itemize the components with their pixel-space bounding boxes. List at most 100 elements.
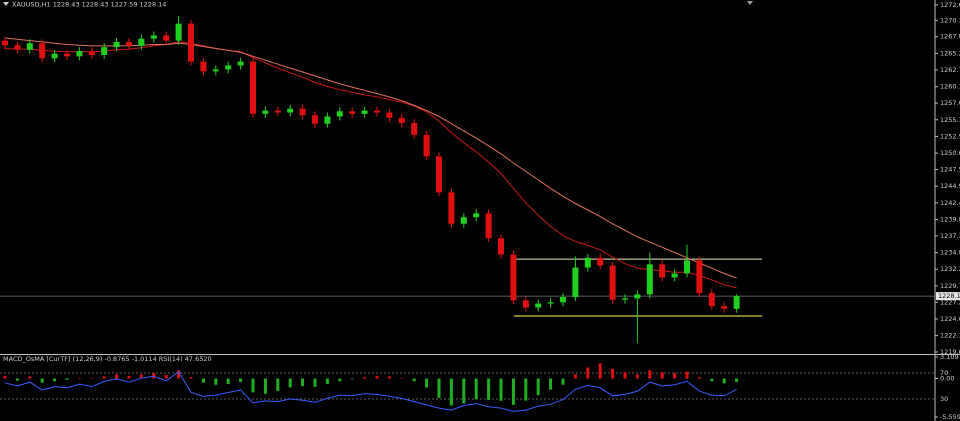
osma-bar bbox=[412, 378, 416, 382]
y-tick-label: 0.00 bbox=[940, 375, 954, 383]
osma-bar bbox=[338, 378, 342, 382]
candle-body bbox=[485, 213, 492, 239]
osma-bar bbox=[586, 367, 590, 379]
osma-bar bbox=[561, 378, 565, 385]
osma-bar bbox=[65, 378, 69, 380]
osma-bar bbox=[635, 374, 639, 379]
osma-bar bbox=[697, 377, 701, 379]
candle-body bbox=[212, 69, 219, 72]
osma-bar bbox=[400, 377, 404, 379]
candle-body bbox=[622, 298, 628, 300]
osma-bar bbox=[239, 378, 243, 382]
osma-bar bbox=[735, 378, 739, 382]
osma-bar bbox=[301, 378, 305, 387]
y-tick-label: 1224.65 bbox=[940, 315, 960, 323]
y-tick-label: 1252.55 bbox=[940, 132, 960, 140]
candle-body bbox=[274, 110, 281, 113]
y-tick-label: 3.109 bbox=[940, 353, 959, 361]
candle-body bbox=[76, 51, 83, 57]
candle-body bbox=[175, 23, 182, 41]
osma-bar bbox=[449, 378, 453, 406]
osma-bar bbox=[710, 378, 714, 382]
osma-bar bbox=[462, 378, 466, 404]
candle-body bbox=[460, 217, 467, 224]
candle-body bbox=[374, 110, 380, 113]
osma-bar bbox=[673, 372, 677, 379]
osma-bar bbox=[152, 372, 156, 379]
y-tick-label: 1265.25 bbox=[940, 49, 960, 57]
osma-bar bbox=[623, 372, 627, 379]
candle-body bbox=[287, 108, 294, 113]
candle-body bbox=[113, 41, 120, 48]
osma-bar bbox=[487, 378, 491, 400]
osma-bar bbox=[722, 378, 726, 384]
osma-bar bbox=[15, 378, 19, 381]
last-price-label: 1228.14 bbox=[938, 292, 960, 300]
candle-body bbox=[349, 111, 356, 114]
osma-bar bbox=[660, 372, 664, 379]
y-tick-label: 1222.10 bbox=[940, 332, 960, 340]
candle-body bbox=[250, 61, 256, 114]
osma-bar bbox=[189, 377, 193, 379]
osma-bar bbox=[598, 363, 602, 379]
candle-body bbox=[237, 61, 244, 66]
candle-body bbox=[584, 257, 591, 268]
osma-bar bbox=[40, 378, 44, 383]
candle-body bbox=[361, 110, 368, 114]
osma-bar bbox=[536, 378, 540, 396]
candle-body bbox=[324, 116, 331, 124]
y-tick-label: 1257.65 bbox=[940, 99, 960, 107]
osma-bar bbox=[325, 378, 329, 385]
osma-bar bbox=[375, 375, 379, 379]
candle-body bbox=[2, 40, 8, 46]
y-tick-label: 1267.80 bbox=[940, 33, 960, 41]
osma-bar bbox=[90, 378, 94, 380]
candle-body bbox=[473, 213, 480, 218]
y-tick-label: 1239.85 bbox=[940, 216, 960, 224]
osma-bar bbox=[288, 378, 292, 388]
y-tick-label: 1255.10 bbox=[940, 116, 960, 124]
candle-body bbox=[659, 264, 666, 278]
osma-bar bbox=[3, 375, 7, 379]
candle-body bbox=[398, 117, 405, 124]
candle-body bbox=[535, 303, 542, 308]
osma-bar bbox=[53, 378, 57, 382]
chart-title: XAUUSD,H1 1228.43 1228.43 1227.59 1228.1… bbox=[12, 1, 166, 9]
candle-body bbox=[733, 296, 740, 309]
osma-bar bbox=[511, 378, 515, 405]
y-tick-label: 1229.70 bbox=[940, 282, 960, 290]
y-tick-label: 1247.50 bbox=[940, 165, 960, 173]
candle-body bbox=[150, 35, 157, 39]
candle-body bbox=[696, 260, 703, 294]
y-tick-label: -5.559 bbox=[940, 413, 960, 421]
candle-body bbox=[200, 61, 207, 72]
osma-bar bbox=[363, 377, 367, 379]
moving-average bbox=[4, 41, 737, 289]
y2-tick-label: 70 bbox=[940, 369, 948, 377]
candle-body bbox=[609, 265, 616, 300]
candle-body bbox=[14, 45, 21, 50]
candle-body bbox=[708, 293, 715, 307]
osma-bar bbox=[474, 378, 478, 400]
y-tick-label: 1234.80 bbox=[940, 249, 960, 257]
osma-bar bbox=[77, 377, 81, 379]
candle-body bbox=[88, 51, 95, 56]
candle-body bbox=[671, 273, 678, 278]
candle-body bbox=[547, 302, 554, 304]
osma-bar bbox=[201, 378, 205, 383]
shift-marker bbox=[747, 1, 753, 5]
osma-bar bbox=[214, 378, 218, 385]
candle-body bbox=[684, 260, 690, 274]
candle-body bbox=[572, 267, 579, 298]
candle-body bbox=[262, 110, 269, 114]
menu-arrow[interactable] bbox=[3, 2, 9, 6]
candle-body bbox=[498, 238, 504, 255]
candle-body bbox=[448, 192, 455, 224]
osma-bar bbox=[387, 376, 391, 379]
y-tick-label: 1250.00 bbox=[940, 149, 960, 157]
osma-bar bbox=[313, 378, 317, 387]
candle-body bbox=[163, 35, 170, 41]
candle-body bbox=[423, 134, 430, 157]
osma-bar bbox=[28, 376, 32, 379]
